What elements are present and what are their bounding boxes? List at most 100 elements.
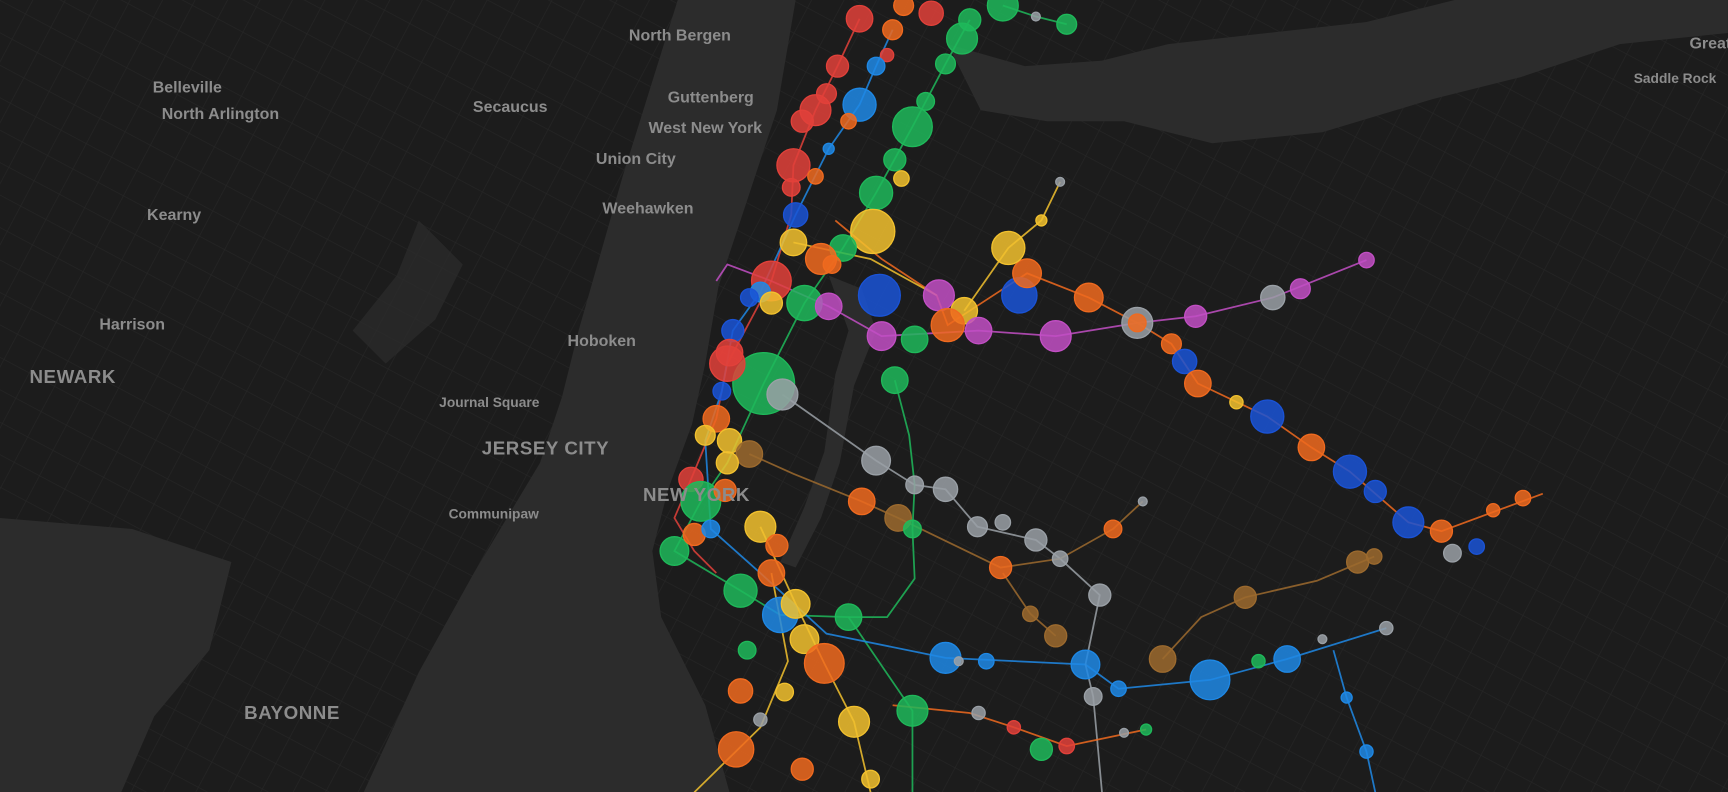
station [702, 404, 731, 433]
station [945, 22, 979, 55]
station [1118, 727, 1130, 738]
station [834, 603, 863, 632]
station [847, 487, 876, 516]
place-label: BAYONNE [244, 702, 340, 723]
station [814, 292, 843, 321]
station [803, 642, 845, 684]
station [804, 242, 838, 276]
station [842, 87, 877, 122]
station [986, 0, 1019, 22]
station [1137, 496, 1148, 507]
place-label: NEW YORK [643, 484, 750, 505]
station [891, 106, 933, 148]
station [902, 519, 922, 539]
station [1442, 543, 1462, 563]
place-label: Secaucus [473, 99, 548, 116]
station [790, 757, 814, 781]
station [1365, 548, 1383, 565]
stations [659, 0, 1532, 789]
station [1260, 284, 1286, 311]
place-label: North Arlington [162, 106, 279, 123]
place-label: Journal Square [439, 395, 540, 410]
station [680, 480, 722, 522]
station [1012, 258, 1043, 289]
station [1051, 550, 1069, 568]
station [1183, 369, 1212, 398]
subway-line [1332, 649, 1377, 792]
station [1058, 737, 1076, 755]
station [1229, 394, 1244, 410]
station [905, 475, 925, 495]
place-label: Guttenberg [668, 89, 754, 106]
station [966, 516, 989, 538]
station [1083, 686, 1103, 706]
station [1297, 433, 1326, 462]
station [934, 53, 957, 75]
station [977, 652, 995, 670]
station [1056, 13, 1078, 35]
station [866, 321, 897, 352]
station [850, 208, 896, 255]
station [893, 0, 915, 17]
place-labels: North Bergen Belleville North Arlington Sec… [29, 28, 1728, 723]
station [1392, 506, 1425, 539]
station [1485, 502, 1501, 518]
station [825, 54, 850, 78]
station [932, 476, 959, 503]
station [971, 705, 986, 721]
station [1030, 11, 1041, 22]
station [1189, 659, 1231, 701]
station [1345, 550, 1370, 574]
station [1035, 214, 1048, 227]
station [1429, 519, 1454, 543]
station [1029, 737, 1054, 762]
station [896, 694, 929, 727]
station [1359, 744, 1374, 759]
station [715, 338, 744, 367]
station [1358, 251, 1375, 269]
station [1317, 634, 1328, 645]
station [900, 325, 929, 354]
station [739, 288, 759, 308]
station [775, 682, 795, 702]
station [1127, 313, 1147, 333]
station [727, 678, 754, 704]
station [845, 4, 874, 33]
place-label: West New York [648, 120, 762, 137]
station [922, 279, 955, 312]
station [1021, 605, 1039, 623]
station [1055, 176, 1066, 187]
station [1273, 645, 1302, 673]
place-label: Communipaw [449, 506, 540, 521]
station [782, 202, 809, 228]
station [861, 769, 881, 789]
station [757, 559, 786, 587]
station [1340, 691, 1353, 704]
station [765, 533, 789, 558]
place-label: Kearny [147, 207, 201, 224]
station [916, 91, 936, 111]
station [953, 656, 964, 667]
station [1250, 399, 1285, 434]
station [766, 378, 799, 411]
station [880, 366, 909, 395]
station [861, 445, 892, 476]
place-label: Hoboken [568, 333, 636, 350]
station [1139, 723, 1153, 736]
station [737, 640, 757, 660]
station [1332, 454, 1368, 489]
place-label: Harrison [99, 316, 165, 333]
station [1468, 538, 1486, 555]
place-label: NEWARK [29, 366, 115, 387]
station [1103, 519, 1123, 539]
station [721, 318, 745, 343]
station [694, 424, 716, 446]
station [790, 109, 814, 133]
station [753, 712, 768, 727]
station [780, 588, 811, 619]
station [1073, 282, 1104, 313]
